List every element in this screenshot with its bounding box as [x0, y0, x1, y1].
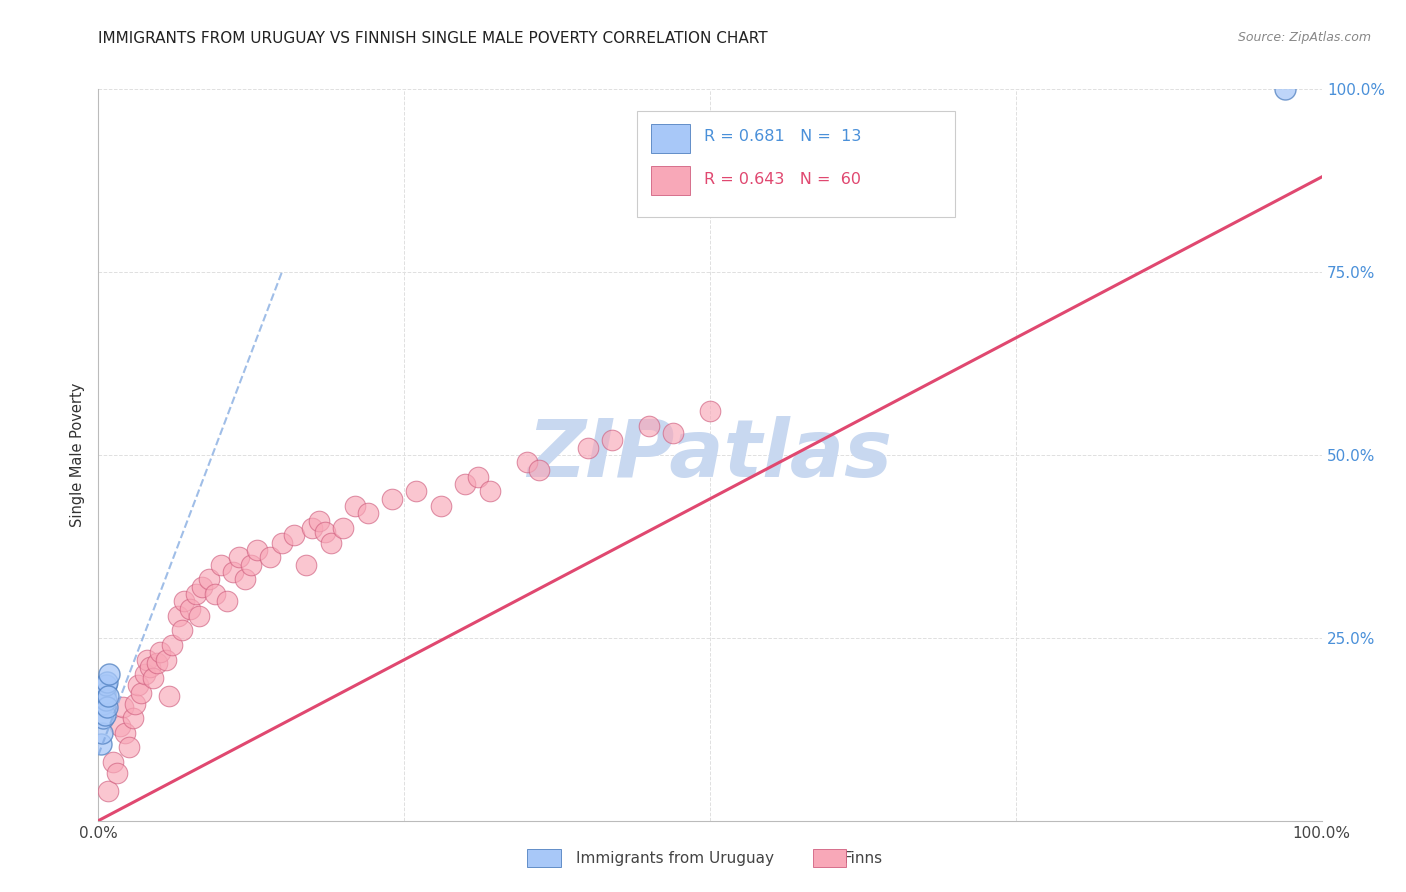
Point — [105, 766, 128, 780]
Point — [91, 726, 114, 740]
Point — [90, 737, 112, 751]
Point — [94, 693, 117, 707]
Point — [405, 484, 427, 499]
Point — [127, 678, 149, 692]
Text: R = 0.681   N =  13: R = 0.681 N = 13 — [704, 129, 862, 145]
Point — [515, 455, 537, 469]
Point — [91, 711, 114, 725]
Point — [467, 470, 489, 484]
Point — [96, 700, 118, 714]
Point — [308, 514, 330, 528]
Point — [246, 543, 269, 558]
Point — [93, 707, 115, 722]
Text: R = 0.643   N =  60: R = 0.643 N = 60 — [704, 172, 860, 187]
Point — [94, 678, 117, 692]
Point — [283, 528, 305, 542]
Point — [118, 740, 141, 755]
Text: Immigrants from Uruguay: Immigrants from Uruguay — [576, 851, 775, 865]
Point — [93, 686, 115, 700]
Point — [259, 550, 281, 565]
Point — [332, 521, 354, 535]
Point — [191, 580, 214, 594]
Point — [124, 697, 146, 711]
Point — [111, 700, 134, 714]
Point — [1274, 82, 1296, 96]
Point — [527, 462, 550, 476]
Point — [319, 535, 342, 549]
Point — [699, 404, 721, 418]
Point — [96, 674, 118, 689]
Point — [228, 550, 250, 565]
Point — [142, 671, 165, 685]
Point — [600, 434, 623, 448]
Point — [430, 499, 453, 513]
Text: ZIPatlas: ZIPatlas — [527, 416, 893, 494]
Point — [114, 726, 136, 740]
Point — [91, 697, 114, 711]
Point — [209, 558, 232, 572]
Y-axis label: Single Male Poverty: Single Male Poverty — [69, 383, 84, 527]
Point — [187, 608, 209, 623]
Point — [301, 521, 323, 535]
Point — [146, 657, 169, 671]
Point — [179, 601, 201, 615]
Point — [101, 755, 124, 769]
Point — [155, 653, 177, 667]
Point — [478, 484, 501, 499]
Point — [157, 690, 180, 704]
Point — [233, 572, 256, 586]
Point — [270, 535, 294, 549]
Text: Source: ZipAtlas.com: Source: ZipAtlas.com — [1237, 31, 1371, 45]
Point — [160, 638, 183, 652]
Point — [295, 558, 318, 572]
Point — [215, 594, 238, 608]
Point — [197, 572, 219, 586]
Point — [454, 477, 477, 491]
Point — [167, 608, 190, 623]
Text: Finns: Finns — [844, 851, 883, 865]
Point — [170, 624, 193, 638]
Point — [129, 686, 152, 700]
Point — [638, 418, 661, 433]
Point — [662, 425, 685, 440]
Point — [222, 565, 245, 579]
Point — [576, 441, 599, 455]
FancyBboxPatch shape — [637, 112, 955, 218]
Point — [110, 718, 132, 732]
Point — [356, 507, 378, 521]
Point — [381, 491, 404, 506]
Point — [134, 667, 156, 681]
Point — [121, 711, 143, 725]
Point — [97, 690, 120, 704]
Point — [97, 784, 120, 798]
Point — [139, 660, 162, 674]
Point — [186, 587, 208, 601]
Bar — [651, 124, 690, 153]
Point — [344, 499, 367, 513]
Point — [173, 594, 195, 608]
Point — [240, 558, 263, 572]
Text: IMMIGRANTS FROM URUGUAY VS FINNISH SINGLE MALE POVERTY CORRELATION CHART: IMMIGRANTS FROM URUGUAY VS FINNISH SINGL… — [98, 31, 768, 46]
Point — [98, 667, 121, 681]
Point — [136, 653, 159, 667]
Bar — [651, 166, 690, 195]
Point — [149, 645, 172, 659]
Point — [204, 587, 226, 601]
Point — [314, 524, 336, 539]
